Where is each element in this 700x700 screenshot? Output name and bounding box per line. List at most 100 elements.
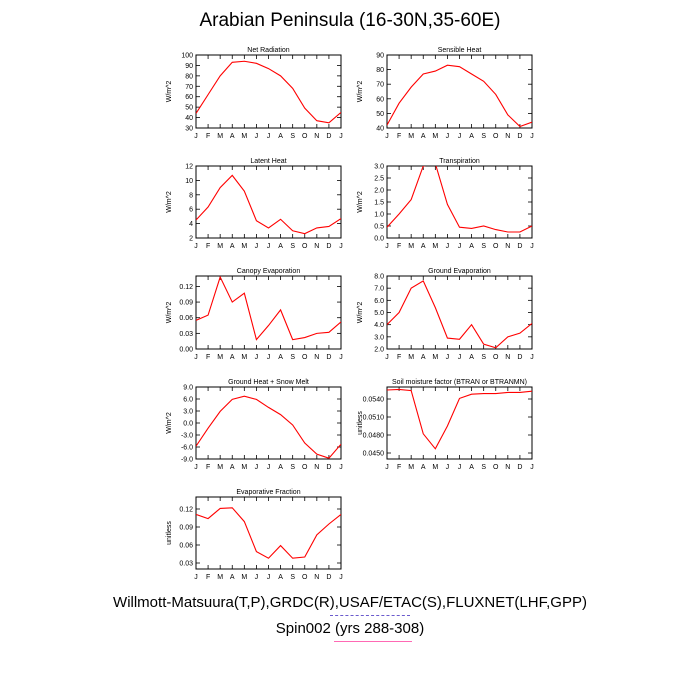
y-axis-label: W/m^2 — [166, 412, 173, 434]
series-line — [387, 166, 532, 233]
x-tick-label: J — [255, 243, 259, 250]
y-tick-label: 0.06 — [179, 315, 193, 322]
sources-underline — [330, 615, 410, 617]
y-tick-label: 40 — [376, 126, 384, 133]
x-tick-label: O — [493, 464, 499, 471]
plot-frame — [386, 386, 533, 460]
x-tick-label: J — [194, 464, 198, 471]
x-tick-label: N — [505, 243, 510, 250]
x-tick-label: J — [458, 464, 462, 471]
y-axis-label: unitless — [357, 411, 364, 435]
x-tick-label: M — [217, 354, 223, 361]
x-tick-label: A — [469, 464, 474, 471]
y-axis-label: W/m^2 — [357, 191, 364, 213]
y-tick-label: 30 — [185, 126, 193, 133]
x-tick-label: S — [290, 243, 295, 250]
y-axis-label: unitless — [166, 521, 173, 545]
x-tick-label: J — [255, 133, 259, 140]
x-tick-label: J — [255, 354, 259, 361]
y-tick-label: 0.0540 — [363, 397, 385, 404]
x-tick-label: N — [505, 464, 510, 471]
x-tick-label: O — [302, 464, 308, 471]
x-tick-label: N — [314, 464, 319, 471]
series-line — [387, 64, 532, 128]
y-tick-label: 7.0 — [374, 286, 384, 293]
x-tick-label: J — [339, 574, 343, 581]
series-line — [196, 507, 341, 559]
y-tick-label: 8 — [189, 192, 193, 199]
panel-title: Soil moisture factor (BTRAN or BTRANMN) — [392, 379, 527, 386]
y-tick-label: 80 — [185, 73, 193, 80]
x-tick-label: J — [267, 574, 271, 581]
y-tick-label: 0.0 — [374, 236, 384, 243]
y-axis-label: W/m^2 — [166, 81, 173, 103]
x-tick-label: M — [408, 243, 414, 250]
x-tick-label: S — [481, 464, 486, 471]
y-tick-label: 70 — [376, 82, 384, 89]
x-tick-label: O — [302, 354, 308, 361]
x-tick-label: O — [302, 133, 308, 140]
panel-title: Transpiration — [439, 158, 480, 165]
x-tick-label: A — [278, 354, 283, 361]
y-tick-label: 60 — [185, 94, 193, 101]
x-tick-label: O — [493, 243, 499, 250]
x-tick-label: A — [230, 574, 235, 581]
x-tick-label: J — [530, 464, 534, 471]
plot-frame — [195, 54, 342, 129]
x-tick-label: M — [432, 464, 438, 471]
chart-panel-5: Canopy Evaporation W/m^2 0.00 0.03 0.06 0.09 0… — [166, 268, 343, 361]
x-tick-label: F — [206, 354, 210, 361]
y-tick-label: 70 — [185, 84, 193, 91]
x-tick-label: J — [267, 133, 271, 140]
chart-panel-6: Ground Evaporation W/m^2 2.0 3.0 4.0 5.0 6.0 7.… — [357, 268, 534, 361]
x-tick-label: J — [446, 464, 450, 471]
panel-title: Ground Evaporation — [428, 268, 491, 275]
x-tick-label: A — [230, 464, 235, 471]
x-tick-label: D — [517, 243, 522, 250]
panel-title: Canopy Evaporation — [237, 268, 301, 275]
y-tick-label: 5.0 — [374, 310, 384, 317]
y-tick-label: 50 — [185, 105, 193, 112]
y-tick-label: 2.0 — [374, 347, 384, 354]
x-tick-label: J — [458, 354, 462, 361]
y-tick-label: 1.0 — [374, 212, 384, 219]
y-tick-label: 80 — [376, 67, 384, 74]
x-tick-label: S — [290, 574, 295, 581]
x-tick-label: J — [385, 464, 389, 471]
x-tick-label: J — [194, 133, 198, 140]
y-tick-label: 8.0 — [374, 274, 384, 281]
x-tick-label: A — [421, 243, 426, 250]
panel-title: Net Radiation — [247, 47, 290, 54]
x-tick-label: O — [493, 354, 499, 361]
series-line — [196, 60, 341, 124]
y-tick-label: 6.0 — [183, 397, 193, 404]
y-tick-label: -9.0 — [181, 457, 193, 464]
y-tick-label: 10 — [185, 178, 193, 185]
x-tick-label: D — [517, 354, 522, 361]
y-tick-label: 2.5 — [374, 176, 384, 183]
x-tick-label: A — [469, 354, 474, 361]
run-underline — [334, 641, 412, 642]
x-tick-label: J — [267, 354, 271, 361]
x-tick-label: M — [408, 354, 414, 361]
y-tick-label: 1.5 — [374, 200, 384, 207]
series-line — [196, 174, 341, 235]
y-axis-label: W/m^2 — [166, 191, 173, 213]
x-tick-label: N — [505, 354, 510, 361]
x-tick-label: S — [290, 133, 295, 140]
y-tick-label: 3.0 — [183, 409, 193, 416]
y-tick-label: 6 — [189, 207, 193, 214]
y-tick-label: 9.0 — [183, 385, 193, 392]
y-tick-label: 0.06 — [179, 543, 193, 550]
plot-frame — [195, 386, 342, 460]
y-tick-label: 0.12 — [179, 507, 193, 514]
x-tick-label: A — [421, 133, 426, 140]
x-tick-label: A — [230, 243, 235, 250]
x-tick-label: D — [517, 464, 522, 471]
y-tick-label: 0.5 — [374, 224, 384, 231]
y-tick-label: 3.0 — [374, 164, 384, 171]
x-tick-label: A — [278, 574, 283, 581]
